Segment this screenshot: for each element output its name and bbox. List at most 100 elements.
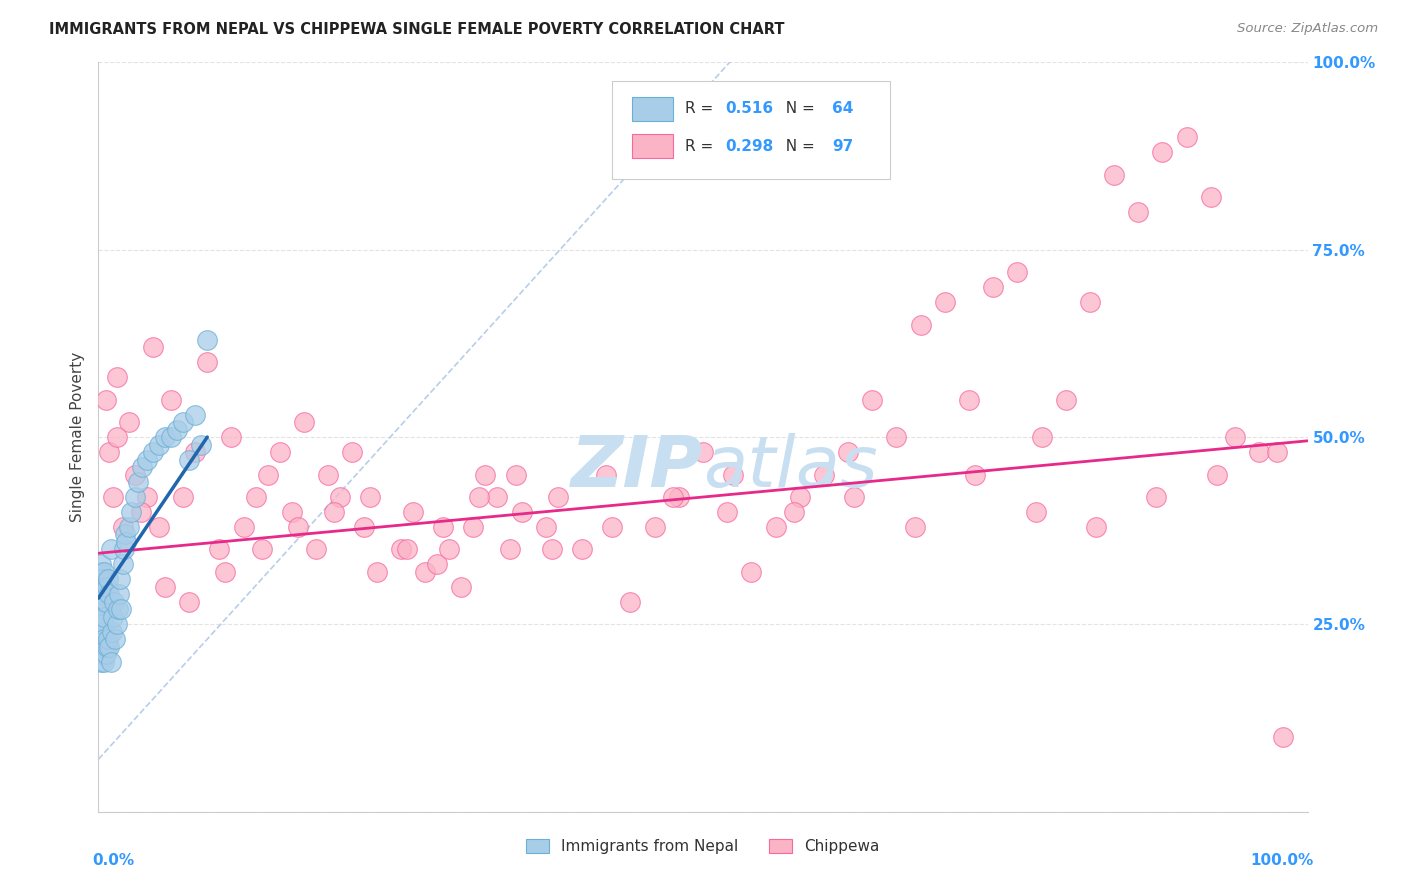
- Point: [844, 490, 866, 504]
- Point: [474, 467, 496, 482]
- Point: [114, 527, 136, 541]
- Point: [1128, 205, 1150, 219]
- Point: [281, 505, 304, 519]
- Point: [860, 392, 883, 407]
- Point: [1054, 392, 1077, 407]
- Point: [957, 392, 980, 407]
- Point: [782, 505, 804, 519]
- Point: [692, 445, 714, 459]
- Point: [98, 587, 121, 601]
- Point: [89, 602, 111, 616]
- Point: [108, 587, 131, 601]
- Point: [96, 640, 118, 654]
- Point: [100, 542, 122, 557]
- Point: [93, 610, 115, 624]
- Point: [148, 437, 170, 451]
- Text: IMMIGRANTS FROM NEPAL VS CHIPPEWA SINGLE FEMALE POVERTY CORRELATION CHART: IMMIGRANTS FROM NEPAL VS CHIPPEWA SINGLE…: [49, 22, 785, 37]
- Point: [97, 632, 120, 647]
- Point: [105, 370, 128, 384]
- Point: [432, 520, 454, 534]
- Point: [269, 445, 291, 459]
- Point: [360, 490, 382, 504]
- Point: [184, 408, 207, 422]
- Point: [110, 602, 132, 616]
- Point: [366, 565, 388, 579]
- Point: [90, 655, 112, 669]
- Point: [250, 542, 273, 557]
- Point: [1206, 467, 1229, 482]
- Point: [105, 617, 128, 632]
- Point: [910, 318, 932, 332]
- Point: [153, 430, 176, 444]
- Point: [716, 505, 738, 519]
- Point: [965, 467, 987, 482]
- Text: N =: N =: [776, 139, 820, 153]
- Text: N =: N =: [776, 102, 820, 116]
- Point: [316, 467, 339, 482]
- Point: [214, 565, 236, 579]
- Point: [112, 542, 135, 557]
- Point: [90, 610, 112, 624]
- Point: [98, 640, 121, 654]
- Point: [166, 423, 188, 437]
- Legend: Immigrants from Nepal, Chippewa: Immigrants from Nepal, Chippewa: [520, 833, 886, 860]
- Point: [160, 392, 183, 407]
- Point: [292, 415, 315, 429]
- Point: [668, 490, 690, 504]
- Point: [1199, 190, 1222, 204]
- Point: [101, 490, 124, 504]
- Point: [98, 445, 121, 459]
- Point: [904, 520, 927, 534]
- Point: [160, 430, 183, 444]
- Text: 64: 64: [832, 102, 853, 116]
- Point: [127, 475, 149, 489]
- Point: [1272, 730, 1295, 744]
- Point: [256, 467, 278, 482]
- Point: [172, 490, 194, 504]
- Point: [91, 595, 114, 609]
- Point: [91, 573, 114, 587]
- Point: [221, 430, 243, 444]
- Point: [91, 624, 114, 639]
- Point: [90, 632, 112, 647]
- Point: [486, 490, 509, 504]
- Point: [195, 355, 218, 369]
- Point: [100, 624, 122, 639]
- Point: [90, 595, 112, 609]
- Point: [105, 430, 128, 444]
- Point: [437, 542, 460, 557]
- Point: [740, 565, 762, 579]
- Point: [89, 587, 111, 601]
- Point: [661, 490, 683, 504]
- Point: [124, 490, 146, 504]
- Point: [190, 437, 212, 451]
- Point: [395, 542, 418, 557]
- Point: [129, 505, 152, 519]
- Point: [111, 520, 134, 534]
- Point: [89, 640, 111, 654]
- Point: [540, 542, 562, 557]
- Text: ZIP: ZIP: [571, 433, 703, 501]
- Point: [602, 520, 624, 534]
- Point: [91, 602, 114, 616]
- Point: [91, 587, 114, 601]
- Point: [142, 340, 165, 354]
- Point: [287, 520, 309, 534]
- Point: [571, 542, 593, 557]
- Point: [981, 280, 1004, 294]
- Point: [93, 655, 115, 669]
- Point: [595, 467, 617, 482]
- Text: 0.0%: 0.0%: [93, 853, 135, 868]
- Point: [91, 617, 114, 632]
- Point: [389, 542, 412, 557]
- Point: [135, 452, 157, 467]
- Text: R =: R =: [685, 139, 718, 153]
- Text: atlas: atlas: [703, 433, 877, 501]
- Point: [1031, 430, 1053, 444]
- Point: [172, 415, 194, 429]
- Point: [94, 392, 117, 407]
- Point: [148, 520, 170, 534]
- Point: [765, 520, 787, 534]
- Point: [1152, 145, 1174, 160]
- Point: [89, 617, 111, 632]
